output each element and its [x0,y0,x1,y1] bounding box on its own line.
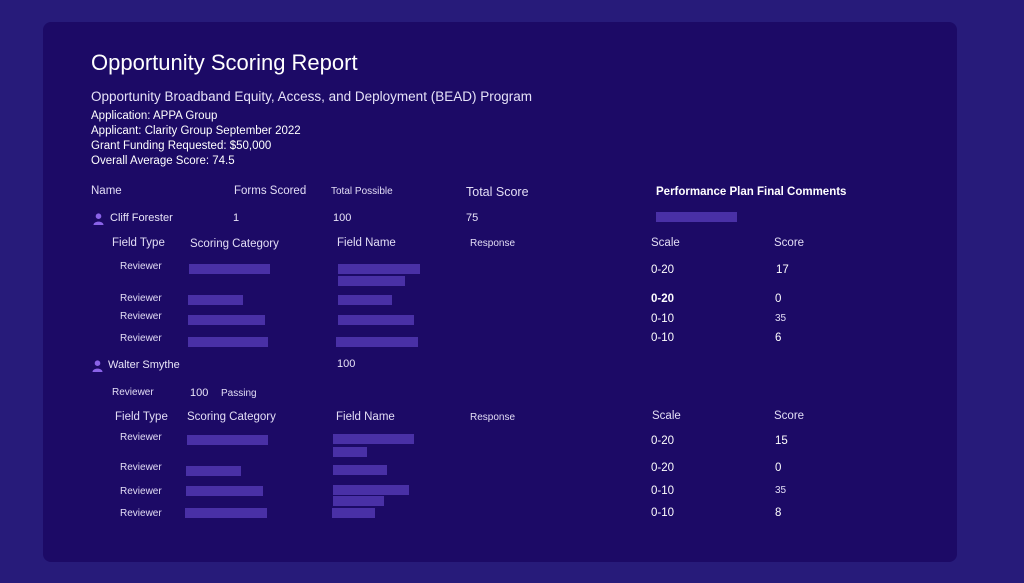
category-placeholder [189,264,270,274]
reviewer-total-possible: 100 [333,212,352,224]
category-placeholder [187,435,268,445]
row-scale: 0-10 [651,332,675,344]
row-scale: 0-20 [651,435,675,447]
report-title: Opportunity Scoring Report [91,50,358,75]
row-score: 35 [775,485,787,496]
header-score: Score [774,237,805,249]
field-name-placeholder [333,447,367,457]
sub-role: Reviewer [112,387,154,398]
header-total-possible: Total Possible [331,186,393,197]
row-field-type: Reviewer [120,261,162,272]
header-scoring-category: Scoring Category [190,238,279,250]
field-name-placeholder [338,276,405,286]
row-scale: 0-10 [651,313,675,325]
field-name-placeholder [338,315,414,325]
header-field-type: Field Type [112,237,165,249]
grant-line: Grant Funding Requested: $50,000 [91,140,272,152]
row-field-type: Reviewer [120,508,162,519]
average-line: Overall Average Score: 74.5 [91,155,235,167]
row-scale: 0-10 [651,507,675,519]
row-score: 0 [775,462,782,474]
row-field-type: Reviewer [120,311,162,322]
field-name-placeholder [332,508,375,518]
sub-score: 100 [190,387,209,399]
sub-status: Passing [221,388,257,399]
header-field-name: Field Name [336,411,395,423]
reviewer-name[interactable]: Cliff Forester [110,212,173,224]
header-total-score: Total Score [466,185,529,199]
comments-placeholder [656,212,737,222]
header-scoring-category: Scoring Category [187,411,276,423]
field-name-placeholder [336,337,418,347]
category-placeholder [185,508,267,518]
application-line: Application: APPA Group [91,110,218,122]
reviewer-total-score: 75 [466,212,479,224]
category-placeholder [188,295,243,305]
header-response: Response [470,412,516,423]
row-score: 8 [775,507,782,519]
row-field-type: Reviewer [120,293,162,304]
header-scale: Scale [652,410,681,422]
field-name-placeholder [333,485,409,495]
category-placeholder [188,337,268,347]
reviewer-total-possible: 100 [337,358,356,370]
category-placeholder [188,315,265,325]
header-name: Name [91,185,122,197]
header-response: Response [470,238,516,249]
header-field-type: Field Type [115,411,168,423]
reviewer-name[interactable]: Walter Smythe [108,359,180,371]
row-scale: 0-20 [651,264,675,276]
row-score: 0 [775,293,782,305]
row-score: 15 [775,435,788,447]
row-scale: 0-20 [651,293,675,305]
category-placeholder [186,486,263,496]
row-score: 6 [775,332,782,344]
applicant-line: Applicant: Clarity Group September 2022 [91,125,301,137]
field-name-placeholder [338,264,420,274]
row-score: 17 [776,264,789,276]
header-score: Score [774,410,805,422]
field-name-placeholder [333,465,387,475]
header-scale: Scale [651,237,680,249]
row-field-type: Reviewer [120,462,162,473]
field-name-placeholder [333,434,414,444]
reviewer-forms-scored: 1 [233,212,240,224]
row-scale: 0-20 [651,462,675,474]
report-subtitle: Opportunity Broadband Equity, Access, an… [91,89,532,104]
field-name-placeholder [333,496,384,506]
header-comments: Performance Plan Final Comments [656,186,847,198]
row-score: 35 [775,313,787,324]
header-field-name: Field Name [337,237,396,249]
category-placeholder [186,466,241,476]
field-name-placeholder [338,295,392,305]
person-icon [92,359,103,377]
row-field-type: Reviewer [120,486,162,497]
header-forms-scored: Forms Scored [234,185,307,197]
row-field-type: Reviewer [120,432,162,443]
row-scale: 0-10 [651,485,675,497]
person-icon [93,212,104,230]
row-field-type: Reviewer [120,333,162,344]
